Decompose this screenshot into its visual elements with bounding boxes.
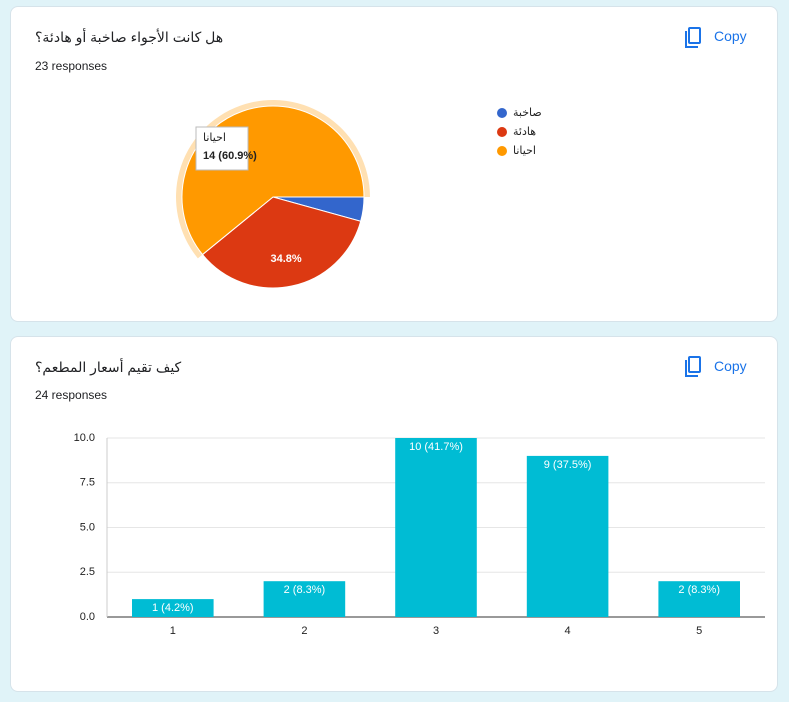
- bar: [526, 455, 609, 617]
- response-count: 23 responses: [35, 59, 108, 73]
- card: [10, 6, 778, 322]
- bar-label: 2 (8.3%): [284, 584, 326, 596]
- bar-label: 10 (41.7%): [409, 441, 463, 453]
- slice-label: 34.8%: [271, 253, 302, 265]
- x-tick-label: 3: [433, 625, 439, 637]
- y-tick-label: 0.0: [80, 611, 95, 623]
- y-tick-label: 2.5: [80, 566, 95, 578]
- y-tick-label: 7.5: [80, 477, 95, 489]
- bar: [395, 438, 477, 617]
- x-tick-label: 2: [301, 625, 307, 637]
- copy-button[interactable]: Copy: [714, 28, 747, 44]
- legend-label: صاخبة: [513, 107, 542, 119]
- pie-slice: [201, 196, 362, 289]
- question-title: هل كانت الأجواء صاخبة أو هادئة؟: [35, 29, 224, 45]
- bar-label: 2 (8.3%): [678, 584, 720, 596]
- response-count: 24 responses: [35, 388, 108, 402]
- x-tick-label: 4: [565, 625, 571, 637]
- bar-label: 9 (37.5%): [544, 459, 592, 471]
- bar: [263, 581, 346, 617]
- question-title: كيف تقيم أسعار المطعم؟: [35, 359, 182, 375]
- legend-label: هادئة: [513, 126, 536, 138]
- tooltip-label: احيانا: [203, 132, 226, 144]
- y-tick-label: 5.0: [80, 521, 95, 533]
- copy-icon[interactable]: [685, 356, 701, 377]
- bar: [658, 581, 740, 617]
- legend-swatch: [497, 127, 507, 137]
- legend-swatch: [497, 146, 507, 156]
- card: [10, 336, 778, 692]
- x-tick-label: 1: [170, 625, 176, 637]
- copy-button[interactable]: Copy: [714, 358, 747, 374]
- legend-swatch: [497, 108, 507, 118]
- bar: [132, 599, 214, 617]
- copy-icon[interactable]: [685, 27, 701, 48]
- tooltip-value: 14 (60.9%): [203, 150, 257, 162]
- tooltip: [195, 126, 249, 171]
- x-tick-label: 5: [696, 625, 702, 637]
- legend-label: احيانا: [513, 145, 536, 157]
- bar-label: 1 (4.2%): [152, 602, 194, 614]
- y-tick-label: 10.0: [74, 432, 95, 444]
